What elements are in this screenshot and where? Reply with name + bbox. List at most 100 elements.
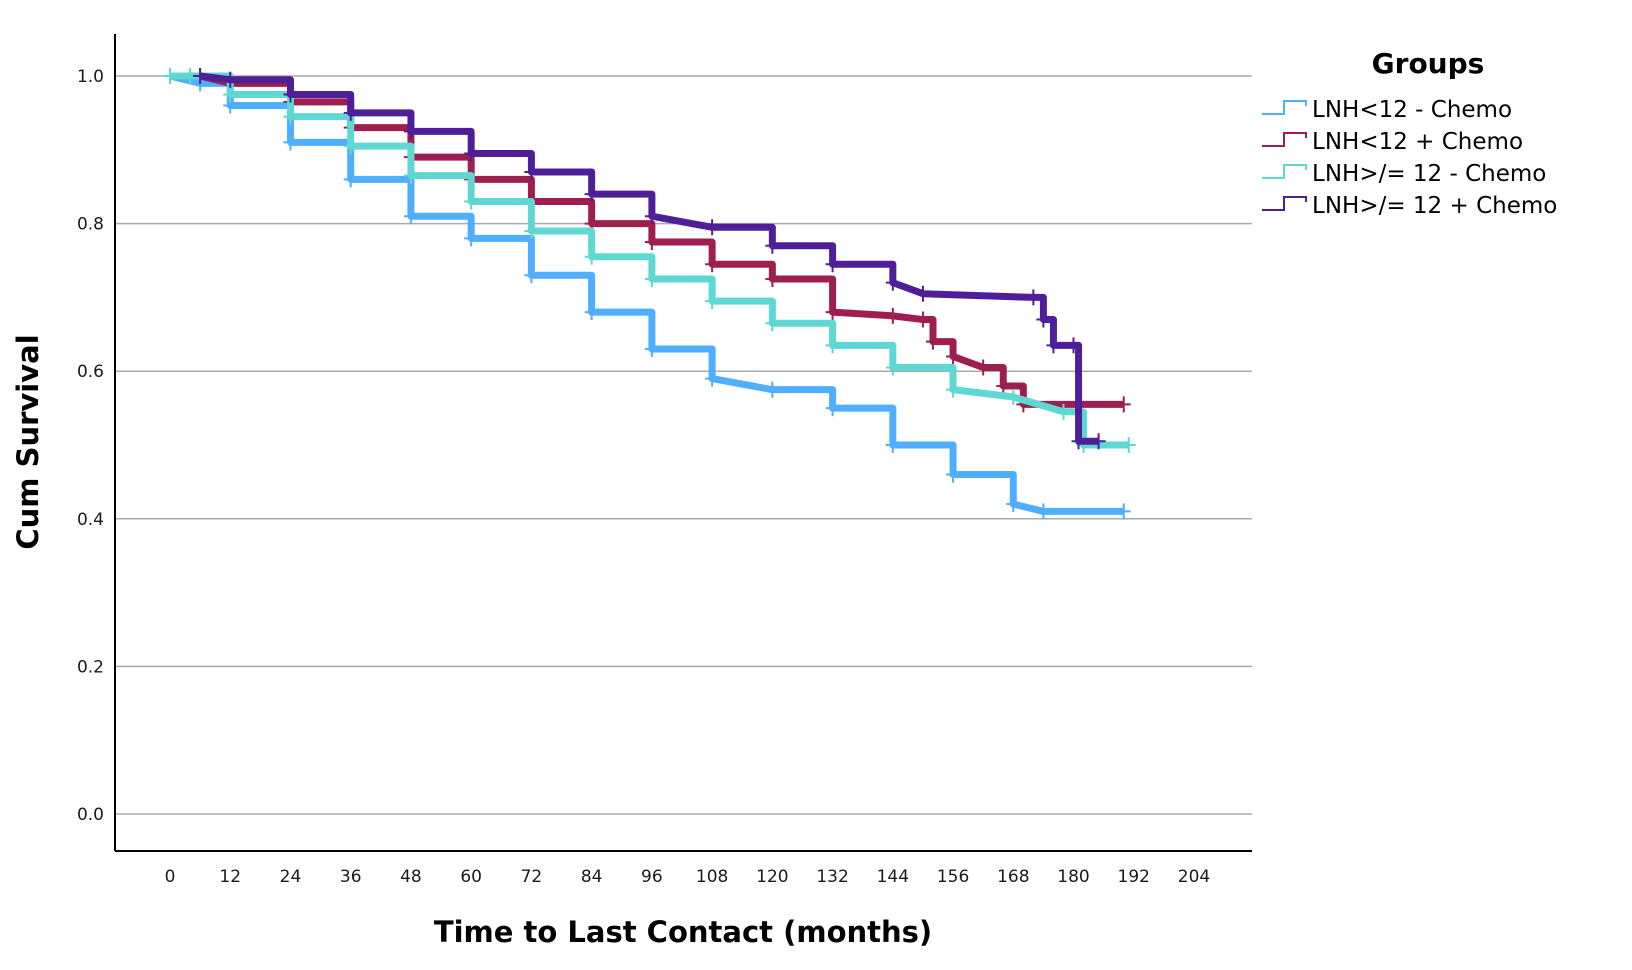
legend: Groups LNH<12 - Chemo LNH<12 + Chemo LNH>/… (1262, 47, 1557, 219)
censor-mark (705, 219, 720, 236)
x-tick-label: 156 (937, 867, 969, 887)
legend-swatch-icon (1262, 196, 1307, 211)
censor-mark (644, 208, 659, 225)
x-tick-label: 192 (1118, 867, 1150, 887)
censor-mark (825, 304, 840, 321)
series-4 (193, 68, 1106, 450)
censor-mark (584, 186, 599, 203)
legend-label: LNH>/= 12 - Chemo (1312, 161, 1546, 187)
censor-mark (825, 337, 840, 354)
y-tick-label: 0.6 (77, 362, 104, 382)
y-tick-label: 0.4 (77, 510, 104, 530)
censor-mark (343, 104, 358, 121)
censor-mark (1116, 396, 1131, 413)
censor-mark (584, 304, 599, 321)
censor-mark (1036, 311, 1051, 328)
censor-mark (464, 145, 479, 162)
x-tick-label: 180 (1057, 867, 1089, 887)
censor-mark (885, 359, 900, 376)
censor-mark (403, 167, 418, 184)
censor-mark (705, 293, 720, 310)
legend-swatch-icon (1262, 132, 1307, 147)
x-tick-label: 24 (280, 867, 302, 887)
legend-swatch-icon (1262, 100, 1307, 115)
x-tick-label: 108 (696, 867, 728, 887)
x-tick-labels: 0 12 24 36 48 60 72 84 96 108 120 132 144 156 168 180 19… (165, 867, 1211, 887)
censor-mark (765, 237, 780, 254)
censor-mark (946, 466, 961, 483)
censor-mark (403, 123, 418, 140)
censor-mark (1006, 496, 1021, 513)
x-tick-label: 12 (219, 867, 241, 887)
y-tick-label: 0.0 (77, 805, 104, 825)
censor-mark (885, 437, 900, 453)
censor-mark (705, 256, 720, 273)
censor-mark (1056, 403, 1071, 420)
censor-mark (403, 208, 418, 225)
censor-mark (644, 234, 659, 251)
censor-mark (1046, 337, 1061, 354)
x-tick-label: 204 (1178, 867, 1210, 887)
censor-mark (885, 307, 900, 324)
x-tick-label: 132 (816, 867, 848, 887)
x-tick-label: 96 (641, 867, 663, 887)
censor-mark (765, 381, 780, 398)
x-tick-label: 144 (877, 867, 909, 887)
survival-curves (163, 68, 1136, 520)
censor-mark (283, 108, 298, 125)
legend-label: LNH<12 - Chemo (1312, 97, 1512, 123)
x-tick-label: 60 (460, 867, 482, 887)
censor-mark (343, 138, 358, 155)
censor-mark (1121, 437, 1136, 453)
censor-mark (163, 68, 177, 84)
censor-mark (283, 86, 298, 103)
series-2 (193, 68, 1131, 413)
censor-mark (925, 333, 940, 350)
series-3 (163, 68, 1136, 453)
censor-mark (705, 370, 720, 387)
x-tick-label: 0 (165, 867, 176, 887)
legend-label: LNH>/= 12 + Chemo (1312, 193, 1557, 219)
censor-mark (1116, 503, 1131, 520)
censor-mark (915, 285, 930, 302)
y-tick-labels: 0.0 0.2 0.4 0.6 0.8 1.0 (77, 67, 104, 825)
x-axis-title: Time to Last Contact (months) (434, 915, 932, 949)
censor-mark (584, 248, 599, 265)
legend-title: Groups (1372, 47, 1485, 80)
censor-mark (1066, 337, 1081, 354)
x-tick-label: 168 (997, 867, 1029, 887)
censor-mark (644, 341, 659, 358)
x-tick-label: 48 (400, 867, 422, 887)
censor-mark (946, 348, 961, 365)
y-tick-label: 1.0 (77, 67, 104, 87)
censor-mark (193, 68, 208, 84)
axes (114, 34, 1252, 852)
censor-mark (524, 163, 539, 180)
censor-mark (1036, 503, 1051, 520)
censor-mark (1006, 389, 1021, 406)
censor-mark (524, 222, 539, 239)
survival-curve (199, 72, 1124, 408)
censor-mark (825, 256, 840, 273)
censor-mark (765, 315, 780, 332)
censor-mark (885, 274, 900, 291)
censor-mark (946, 381, 961, 398)
survival-curve (170, 72, 1129, 449)
censor-mark (223, 86, 238, 103)
legend-swatch-icon (1262, 164, 1307, 179)
censor-mark (915, 311, 930, 328)
censor-mark (1091, 433, 1106, 450)
censor-mark (765, 270, 780, 287)
y-tick-label: 0.2 (77, 657, 104, 677)
censor-mark (1071, 433, 1086, 450)
censor-mark (825, 400, 840, 417)
censor-mark (524, 267, 539, 284)
censor-mark (1026, 289, 1041, 306)
x-tick-label: 36 (340, 867, 362, 887)
y-tick-label: 0.8 (77, 215, 104, 235)
censor-mark (464, 193, 479, 210)
censor-mark (996, 377, 1011, 394)
y-axis-title: Cum Survival (11, 334, 45, 549)
survival-curve-line (199, 75, 1124, 406)
